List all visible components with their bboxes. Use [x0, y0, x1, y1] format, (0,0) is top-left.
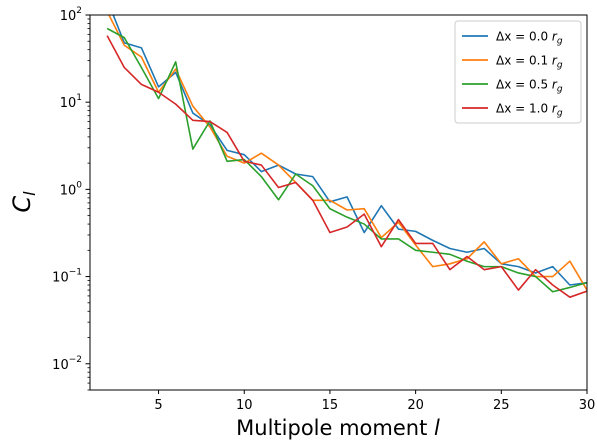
series-line-1	[108, 15, 587, 291]
x-tick-label: 15	[322, 398, 339, 413]
legend-label-3: Δx = 1.0 rg	[496, 102, 563, 119]
x-tick-label: 30	[579, 398, 596, 413]
legend-label-2: Δx = 0.5 rg	[496, 78, 563, 95]
x-axis-title: Multipole moment l	[236, 416, 440, 440]
legend-box	[454, 20, 582, 124]
x-tick-label: 25	[493, 398, 510, 413]
legend-label-1: Δx = 0.1 rg	[496, 54, 563, 71]
series-line-2	[106, 27, 587, 293]
y-tick-label: 100	[60, 180, 83, 198]
y-tick-label: 102	[60, 6, 82, 24]
legend-label-0: Δx = 0.0 rg	[496, 30, 563, 47]
y-tick-label: 10−1	[52, 268, 82, 286]
x-tick-label: 5	[154, 398, 162, 413]
series-line-3	[106, 35, 587, 298]
x-tick-label: 10	[236, 398, 253, 413]
series-layer	[106, 15, 587, 298]
y-tick-label: 101	[60, 93, 82, 111]
y-tick-label: 10−2	[52, 355, 82, 373]
x-axis: 5 10 15 20 25 30	[154, 390, 595, 413]
series-line-0	[112, 15, 587, 286]
legend: Δx = 0.0 rg Δx = 0.1 rg Δx = 0.5 rg Δx = 1.…	[454, 20, 582, 124]
y-axis: 10−2 10−1 100 101 102	[52, 6, 90, 391]
x-tick-label: 20	[407, 398, 424, 413]
y-axis-title: Cl	[8, 191, 39, 213]
